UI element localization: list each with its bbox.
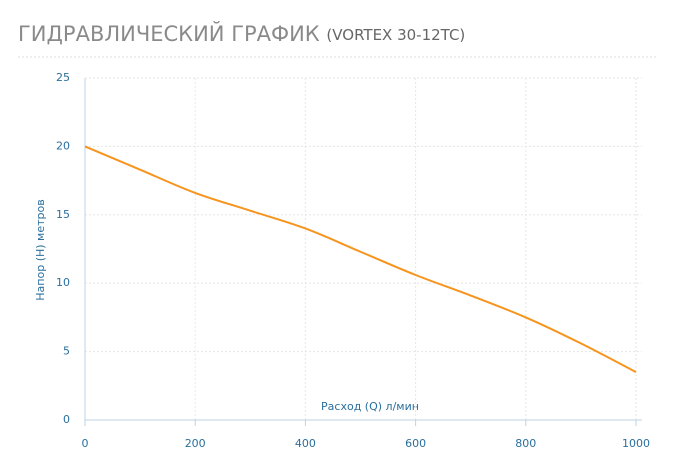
chart-title: ГИДРАВЛИЧЕСКИЙ ГРАФИК (VORTEX 30-12TC): [18, 21, 465, 46]
y-tick-label: 20: [56, 139, 70, 152]
subtitle: (VORTEX 30-12TC): [326, 26, 465, 44]
line-series: [84, 145, 637, 374]
x-tick-label: 200: [185, 437, 206, 450]
x-tick-label: 1000: [622, 437, 650, 450]
y-tick-label: 0: [63, 413, 70, 426]
title: ГИДРАВЛИЧЕСКИЙ ГРАФИК: [18, 21, 320, 46]
y-tick-label: 25: [56, 71, 70, 84]
y-tick-label: 5: [63, 345, 70, 358]
x-axis-label: Расход (Q) л/мин: [321, 400, 419, 413]
x-tick-label: 600: [405, 437, 426, 450]
x-tick-label: 800: [515, 437, 536, 450]
y-tick-label: 10: [56, 276, 70, 289]
x-tick-label: 400: [295, 437, 316, 450]
x-tick-label: 0: [82, 437, 89, 450]
y-tick-label: 15: [56, 208, 70, 221]
y-axis-label: Напор (H) метров: [34, 199, 47, 300]
